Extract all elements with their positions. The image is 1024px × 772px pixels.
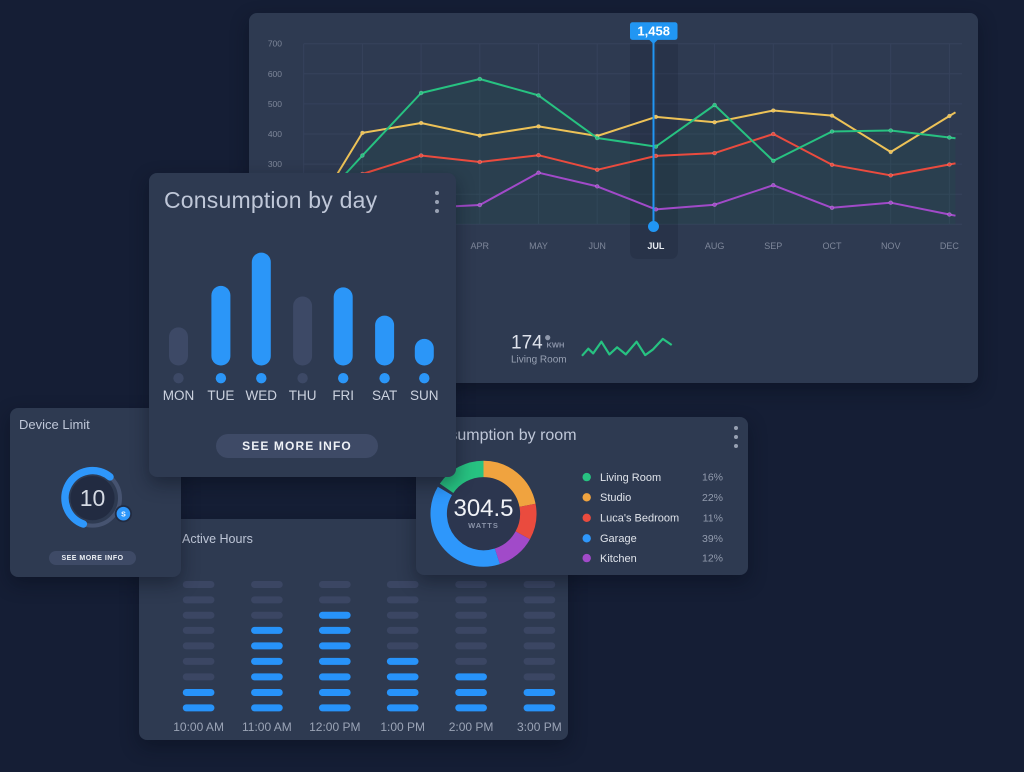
svg-text:APR: APR (471, 241, 490, 251)
svg-text:2:00 PM: 2:00 PM (449, 720, 494, 734)
svg-text:JUL: JUL (647, 241, 665, 251)
svg-text:39%: 39% (702, 533, 723, 545)
svg-text:Living Room: Living Room (600, 472, 661, 484)
svg-text:S: S (121, 511, 126, 518)
svg-text:OCT: OCT (823, 241, 843, 251)
svg-text:1,458: 1,458 (637, 24, 670, 39)
svg-text:SUN: SUN (410, 388, 439, 403)
svg-text:FRI: FRI (332, 388, 354, 403)
svg-text:1:00 PM: 1:00 PM (380, 720, 425, 734)
svg-text:SEP: SEP (764, 241, 782, 251)
svg-text:JUN: JUN (588, 241, 606, 251)
svg-text:11%: 11% (703, 512, 723, 524)
svg-text:WED: WED (246, 388, 278, 403)
svg-text:11:00 AM: 11:00 AM (242, 720, 292, 734)
svg-text:DEC: DEC (940, 241, 960, 251)
svg-text:16%: 16% (702, 472, 723, 484)
svg-text:MON: MON (163, 388, 195, 403)
svg-text:600: 600 (268, 69, 282, 79)
svg-text:Studio: Studio (600, 492, 631, 504)
svg-text:304.5: 304.5 (453, 495, 513, 522)
svg-text:AUG: AUG (705, 241, 725, 251)
svg-text:KWH: KWH (547, 341, 565, 350)
svg-text:12:00 PM: 12:00 PM (309, 720, 360, 734)
svg-text:TUE: TUE (207, 388, 234, 403)
svg-text:10: 10 (80, 485, 106, 511)
svg-text:NOV: NOV (881, 241, 901, 251)
svg-text:THU: THU (289, 388, 317, 403)
svg-text:22%: 22% (702, 492, 723, 504)
svg-text:300: 300 (268, 159, 282, 169)
svg-text:12%: 12% (702, 553, 723, 565)
svg-text:Kitchen: Kitchen (600, 553, 637, 565)
svg-text:500: 500 (268, 99, 282, 109)
svg-text:Living Room: Living Room (511, 355, 567, 366)
svg-text:3:00 PM: 3:00 PM (517, 720, 562, 734)
svg-text:174: 174 (511, 333, 543, 354)
svg-text:10:00 AM: 10:00 AM (173, 720, 224, 734)
svg-text:MAY: MAY (529, 241, 548, 251)
svg-text:700: 700 (268, 39, 282, 49)
svg-text:Garage: Garage (600, 533, 637, 545)
svg-text:Luca's Bedroom: Luca's Bedroom (600, 513, 679, 525)
svg-text:SAT: SAT (372, 388, 397, 403)
svg-text:WATTS: WATTS (468, 521, 499, 530)
svg-text:400: 400 (268, 129, 282, 139)
